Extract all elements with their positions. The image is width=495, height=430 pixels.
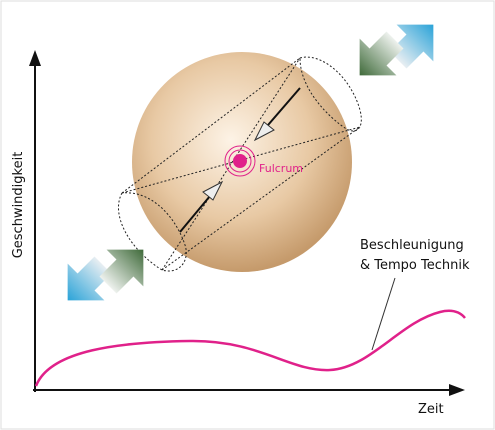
fulcrum-dot <box>233 154 247 168</box>
x-axis-label: Zeit <box>418 402 444 417</box>
curve-label: Beschleunigung <box>360 238 464 253</box>
curve-label: & Tempo Technik <box>360 258 470 273</box>
curve <box>36 311 465 386</box>
fulcrum-label: Fulcrum <box>259 162 303 175</box>
diagram: Fulcrum Geschwindigkeit Zeit Beschleunig… <box>0 0 495 430</box>
axis-arrow <box>449 384 465 396</box>
y-axis-label: Geschwindigkeit <box>11 152 26 259</box>
axis-arrow <box>29 50 41 66</box>
